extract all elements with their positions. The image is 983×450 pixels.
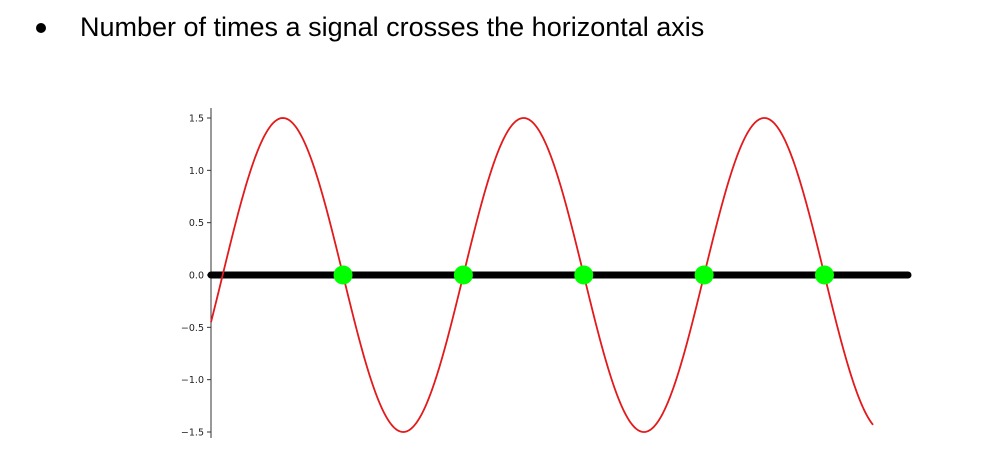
y-tick-label: −1.0 <box>181 375 204 386</box>
signal-line <box>210 117 874 433</box>
y-tick-label: 1.0 <box>189 166 204 177</box>
zero-crossing-point <box>333 265 353 285</box>
zero-crossing-point <box>694 265 714 285</box>
zero-crossing-point <box>574 265 594 285</box>
bullet-item: Number of times a signal crosses the hor… <box>28 12 704 43</box>
bullet-text: Number of times a signal crosses the hor… <box>80 12 705 42</box>
signal-series <box>210 117 874 433</box>
zero-crossings <box>333 265 834 285</box>
y-tick-label: −0.5 <box>181 323 204 334</box>
zero-crossing-point <box>453 265 473 285</box>
y-tick-label: 0.5 <box>189 218 204 229</box>
y-tick-label: 1.5 <box>189 114 204 125</box>
bullet-dot-icon <box>36 22 46 33</box>
zero-crossing-point <box>814 265 834 285</box>
y-tick-label: 0.0 <box>189 271 204 282</box>
y-tick-label: −1.5 <box>181 428 204 439</box>
y-axis: 1.5 1.0 0.5 0.0 −0.5 −1.0 −1.5 <box>181 108 212 439</box>
